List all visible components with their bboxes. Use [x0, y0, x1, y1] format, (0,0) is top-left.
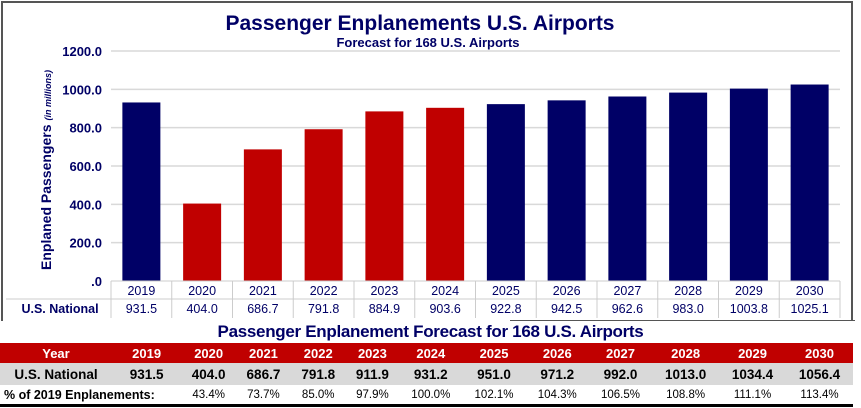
table-title: Passenger Enplanement Forecast for 168 U… [217, 322, 644, 341]
x-tick-label: 2020 [188, 284, 216, 298]
y-tick-label: 1200.0 [62, 44, 102, 59]
bar-2019 [122, 102, 161, 282]
bar-2023 [365, 111, 404, 281]
header-cell: 2021 [236, 343, 291, 363]
y-tick-label: 800.0 [69, 121, 102, 136]
bar-2029 [729, 88, 768, 281]
national-cell: 1013.0 [652, 363, 720, 385]
bar-2030 [790, 84, 829, 282]
bar-2022 [304, 129, 343, 281]
chart-title: Passenger Enplanements U.S. Airports [225, 12, 614, 35]
y-axis-label: Enplaned Passengers (in millions) [38, 70, 54, 270]
percent-cell: 102.1% [462, 385, 526, 407]
y-tick-label: 600.0 [69, 159, 102, 174]
header-cell: 2024 [399, 343, 463, 363]
data-label: 931.5 [126, 302, 157, 316]
national-cell: 1056.4 [786, 363, 853, 385]
national-cell: 931.5 [112, 363, 182, 385]
national-cell: 971.2 [525, 363, 589, 385]
data-label: 983.0 [672, 302, 703, 316]
percent-cell: 111.1% [719, 385, 786, 407]
header-cell: 2030 [786, 343, 853, 363]
percent-cell: 108.8% [652, 385, 720, 407]
bar-2024 [426, 107, 465, 281]
data-label: 922.8 [490, 302, 521, 316]
x-tick-label: 2023 [370, 284, 398, 298]
national-cell: 951.0 [462, 363, 526, 385]
national-cell: 686.7 [236, 363, 291, 385]
header-cell: 2019 [112, 343, 182, 363]
percent-cell: 43.4% [181, 385, 237, 407]
bar-2026 [547, 100, 586, 282]
y-tick-label: 200.0 [69, 236, 102, 251]
x-tick-label: 2022 [310, 284, 338, 298]
data-label: 1003.8 [730, 302, 768, 316]
x-tick-label: 2025 [492, 284, 520, 298]
national-cell: 404.0 [181, 363, 237, 385]
data-label: 942.5 [551, 302, 582, 316]
national-cell: 1034.4 [719, 363, 786, 385]
national-cell: 992.0 [588, 363, 653, 385]
bar-2028 [669, 92, 708, 281]
table-row-percent: % of 2019 Enplanements: 43.4% 73.7% 85.0% 97… [0, 385, 853, 407]
x-tick-label: 2026 [553, 284, 581, 298]
x-tick-label: 2028 [674, 284, 702, 298]
percent-cell: 106.5% [588, 385, 653, 407]
header-cell: 2029 [719, 343, 786, 363]
chart-frame [1, 1, 853, 321]
data-label: 686.7 [247, 302, 278, 316]
percent-cell: 73.7% [236, 385, 291, 407]
y-axis-unit: (in millions) [43, 70, 53, 121]
header-label: Year [0, 343, 112, 363]
x-tick-label: 2024 [431, 284, 459, 298]
chart-subtitle: Forecast for 168 U.S. Airports [336, 35, 519, 50]
percent-cell: 97.9% [345, 385, 400, 407]
header-cell: 2027 [588, 343, 653, 363]
national-cell: 911.9 [345, 363, 400, 385]
header-cell: 2026 [525, 343, 589, 363]
table-row-national: U.S. National 931.5 404.0 686.7 791.8 911.9 93… [0, 363, 853, 385]
percent-cell: 113.4% [786, 385, 853, 407]
national-cell: 931.2 [399, 363, 463, 385]
data-label: 903.6 [429, 302, 460, 316]
percent-cell: 100.0% [399, 385, 463, 407]
bar-2027 [608, 96, 647, 281]
data-label: 404.0 [186, 302, 217, 316]
data-table-series-label: U.S. National [21, 302, 98, 316]
y-tick-label: 1000.0 [62, 82, 102, 97]
bar-2020 [183, 203, 222, 281]
bar-chart: Passenger Enplanements U.S. Airports For… [6, 12, 841, 318]
bar-2025 [486, 104, 525, 281]
x-tick-label: 2027 [613, 284, 641, 298]
header-cell: 2020 [181, 343, 237, 363]
x-tick-label: 2019 [127, 284, 155, 298]
header-cell: 2025 [462, 343, 526, 363]
data-label: 962.6 [612, 302, 643, 316]
header-cell: 2028 [652, 343, 720, 363]
forecast-table: Year 2019 2020 2021 2022 2023 2024 2025 2026 2027… [0, 343, 853, 407]
x-tick-label: 2030 [796, 284, 824, 298]
bar-2021 [243, 149, 282, 281]
data-label: 1025.1 [791, 302, 829, 316]
percent-cell: 104.3% [525, 385, 589, 407]
x-tick-label: 2029 [735, 284, 763, 298]
percent-label: % of 2019 Enplanements: [0, 385, 182, 407]
y-axis-label-text: Enplaned Passengers [38, 124, 54, 270]
percent-cell: 85.0% [290, 385, 346, 407]
chart-frame-bottom [510, 320, 855, 321]
national-label: U.S. National [0, 363, 112, 385]
y-tick-label: 400.0 [69, 197, 102, 212]
header-cell: 2022 [290, 343, 346, 363]
data-label: 884.9 [369, 302, 400, 316]
data-label: 791.8 [308, 302, 339, 316]
y-tick-label: .0 [91, 274, 102, 289]
x-tick-label: 2021 [249, 284, 277, 298]
table-header-row: Year 2019 2020 2021 2022 2023 2024 2025 2026 2027… [0, 343, 853, 363]
national-cell: 791.8 [290, 363, 346, 385]
header-cell: 2023 [345, 343, 400, 363]
